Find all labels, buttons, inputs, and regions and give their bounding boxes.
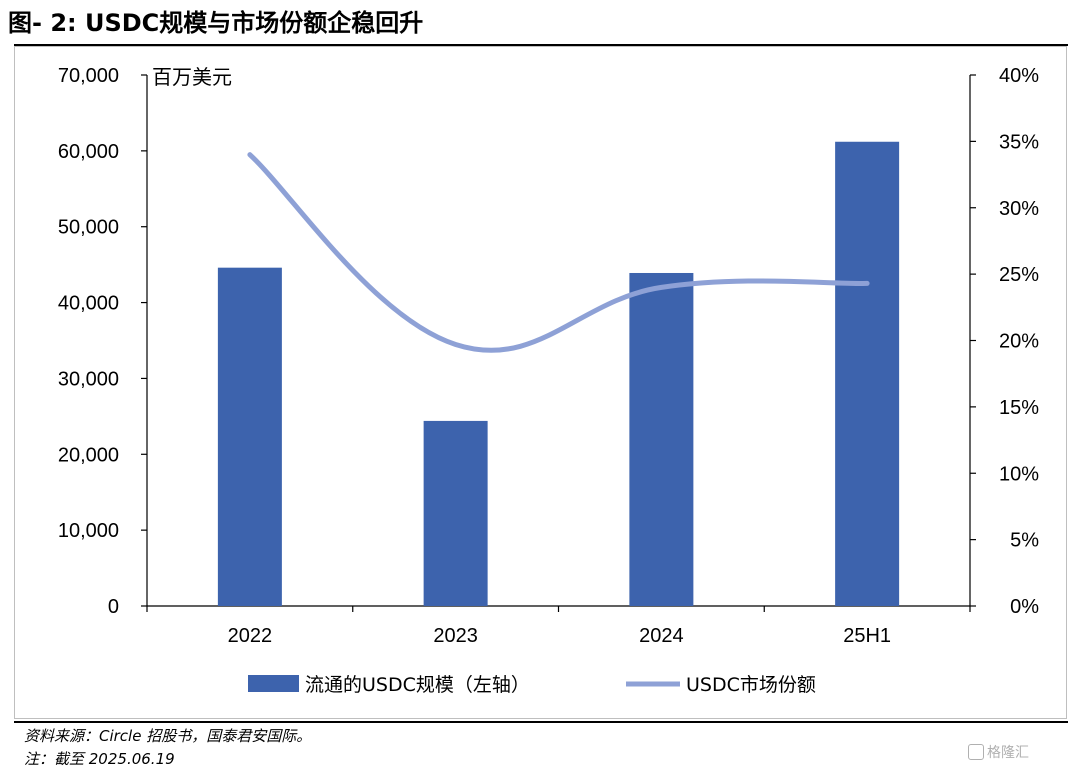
- left-tick-label: 40,000: [58, 293, 119, 315]
- left-axis-unit-label: 百万美元: [152, 65, 232, 89]
- right-tick-label: 30%: [999, 198, 1039, 220]
- watermark: 格隆汇: [968, 742, 1029, 762]
- legend-swatch-bar: [248, 675, 299, 692]
- right-tick-label: 0%: [1010, 596, 1039, 618]
- right-tick-label: 40%: [999, 65, 1039, 87]
- bar: [835, 141, 900, 607]
- date-note: 注：截至 2025.06.19: [24, 750, 175, 768]
- left-tick-label: 70,000: [58, 65, 119, 87]
- x-tick-label: 2022: [228, 625, 273, 647]
- left-tick-label: 50,000: [58, 217, 119, 239]
- bar: [423, 420, 488, 606]
- right-tick-label: 10%: [999, 463, 1039, 485]
- right-tick-label: 35%: [999, 131, 1039, 153]
- bottom-rule: [14, 721, 1068, 723]
- watermark-logo-icon: [968, 744, 984, 760]
- right-tick-label: 15%: [999, 397, 1039, 419]
- legend-group: 流通的USDC规模（左轴） USDC市场份额: [248, 674, 816, 696]
- bar: [217, 267, 282, 606]
- line-group: [247, 152, 870, 353]
- left-tick-label: 30,000: [58, 368, 119, 390]
- x-tick-label: 2024: [639, 625, 684, 647]
- right-tick-label: 25%: [999, 264, 1039, 286]
- share-line: [247, 152, 870, 353]
- legend-label-bar: 流通的USDC规模（左轴）: [305, 674, 530, 696]
- axes-group: 0 10,000 20,000 30,000 40,000 50,000 60,000 70,…: [58, 65, 1039, 647]
- figure-title: 图- 2: USDC规模与市场份额企稳回升: [8, 9, 424, 37]
- right-tick-label: 20%: [999, 331, 1039, 353]
- left-tick-label: 0: [108, 596, 119, 618]
- bars-group: [217, 141, 900, 607]
- source-note: 资料来源：Circle 招股书，国泰君安国际。: [24, 727, 312, 745]
- title-rule: [14, 44, 1068, 46]
- x-tick-label: 25H1: [843, 625, 891, 647]
- x-tick-label: 2023: [433, 625, 478, 647]
- right-tick-label: 5%: [1010, 530, 1039, 552]
- left-tick-label: 20,000: [58, 444, 119, 466]
- left-tick-label: 10,000: [58, 520, 119, 542]
- chart-frame: [14, 46, 1067, 719]
- watermark-text: 格隆汇: [987, 745, 1029, 761]
- legend-label-line: USDC市场份额: [686, 674, 816, 696]
- bar: [629, 272, 694, 606]
- left-tick-label: 60,000: [58, 141, 119, 163]
